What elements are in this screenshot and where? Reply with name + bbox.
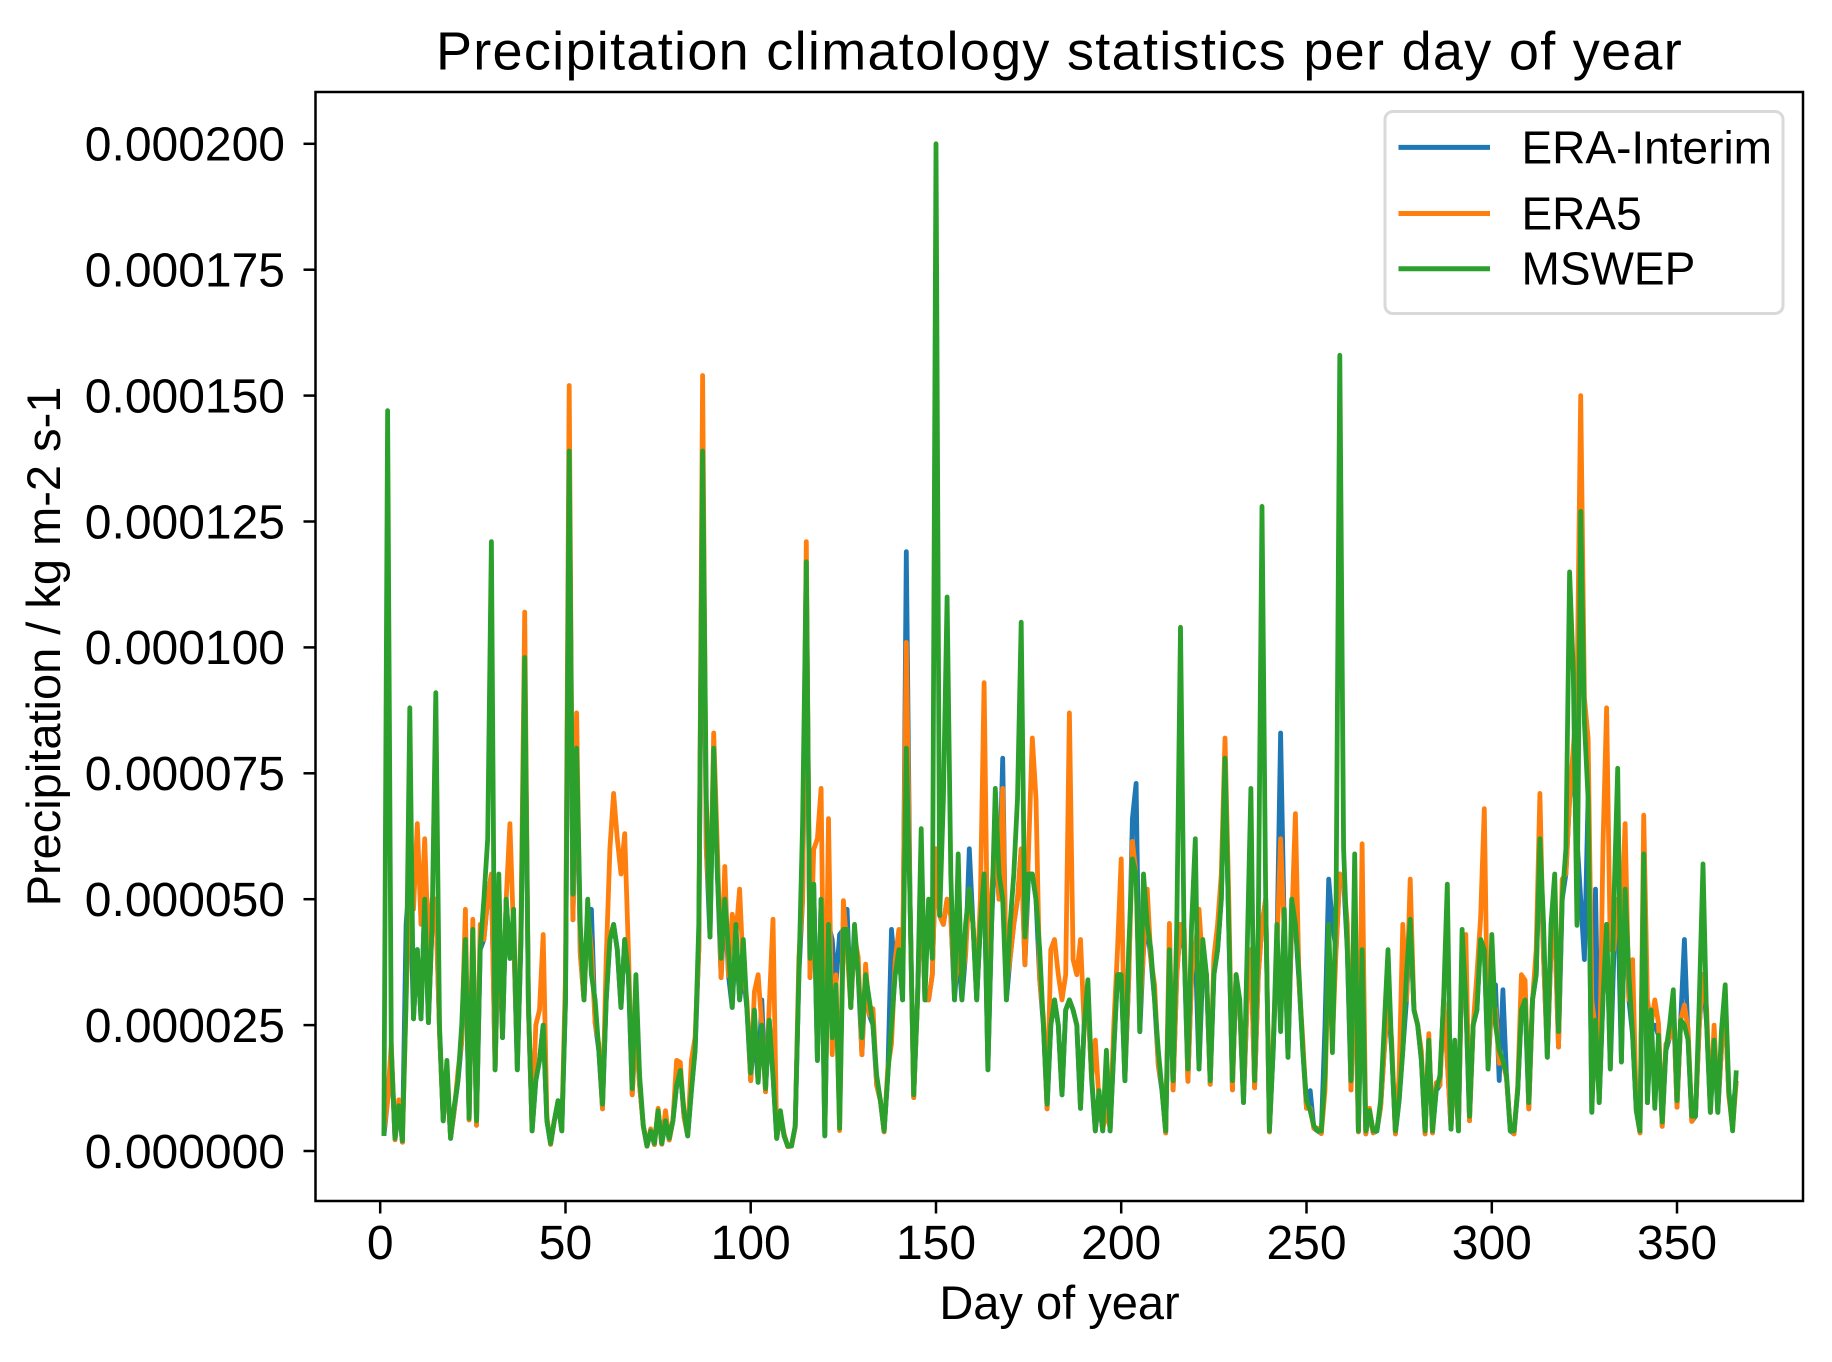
svg-text:0.000075: 0.000075: [85, 748, 285, 801]
svg-text:300: 300: [1452, 1217, 1532, 1270]
svg-text:100: 100: [711, 1217, 791, 1270]
svg-text:350: 350: [1637, 1217, 1717, 1270]
svg-text:Day of year: Day of year: [939, 1276, 1179, 1329]
svg-text:0: 0: [367, 1217, 394, 1270]
svg-text:200: 200: [1081, 1217, 1161, 1270]
svg-text:0.000000: 0.000000: [85, 1126, 285, 1179]
svg-text:0.000025: 0.000025: [85, 1000, 285, 1053]
svg-text:Precipitation climatology stat: Precipitation climatology statistics per…: [436, 21, 1683, 81]
svg-text:ERA5: ERA5: [1522, 188, 1642, 240]
svg-text:MSWEP: MSWEP: [1522, 243, 1696, 295]
svg-text:ERA-Interim: ERA-Interim: [1522, 121, 1772, 173]
svg-text:150: 150: [896, 1217, 976, 1270]
svg-text:250: 250: [1266, 1217, 1346, 1270]
svg-text:0.000175: 0.000175: [85, 245, 285, 298]
svg-text:0.000100: 0.000100: [85, 622, 285, 675]
svg-text:0.000150: 0.000150: [85, 370, 285, 423]
svg-text:50: 50: [539, 1217, 592, 1270]
svg-text:Precipitation / kg m-2 s-1: Precipitation / kg m-2 s-1: [17, 387, 70, 907]
svg-text:0.000125: 0.000125: [85, 496, 285, 549]
svg-text:0.000050: 0.000050: [85, 874, 285, 927]
svg-text:0.000200: 0.000200: [85, 119, 285, 172]
